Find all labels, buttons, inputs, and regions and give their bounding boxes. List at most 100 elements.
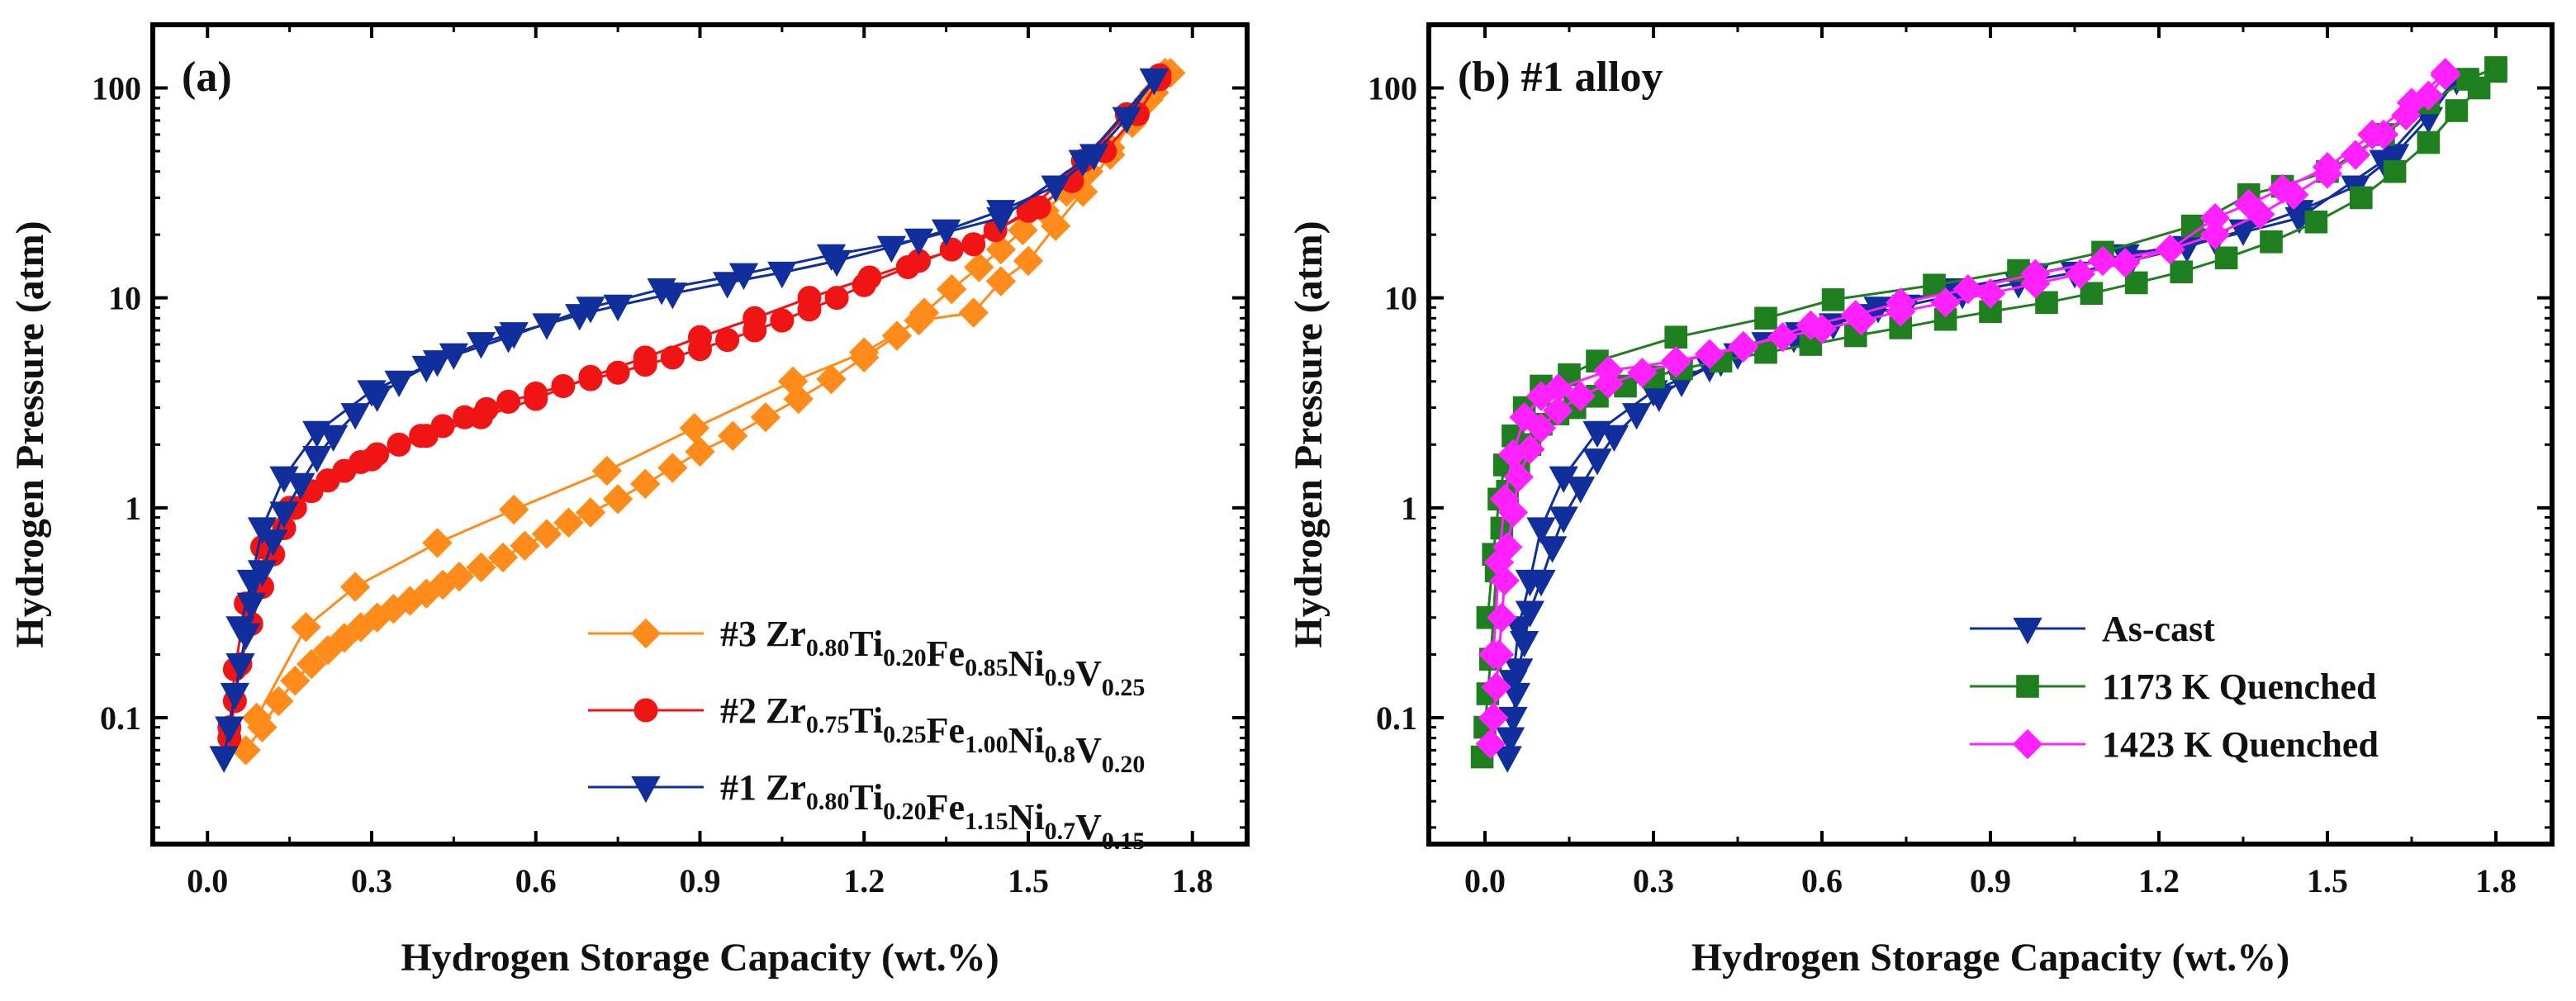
absorption-point	[767, 261, 797, 289]
x-tick-label: 1.5	[1008, 862, 1049, 899]
absorption-point	[2260, 230, 2283, 254]
desorption-point	[986, 206, 1016, 235]
desorption-point	[958, 297, 989, 328]
desorption-point	[225, 616, 255, 643]
desorption-point	[1483, 547, 1515, 578]
desorption-point	[524, 387, 548, 411]
desorption-point	[857, 265, 882, 290]
desorption-point	[493, 326, 524, 353]
legend-label: #1 Zr0.80Ti0.20Fe1.15Ni0.7V0.15	[720, 767, 1145, 855]
absorption-point	[2445, 99, 2469, 122]
absorption-point	[630, 468, 661, 500]
absorption-point	[1565, 381, 1596, 411]
absorption-point	[2214, 246, 2238, 270]
desorption-point	[816, 244, 847, 272]
absorption-point	[2170, 260, 2193, 283]
absorption-point	[2125, 271, 2148, 295]
desorption-point	[797, 286, 822, 311]
legend-marker	[2013, 617, 2042, 645]
absorption-point	[286, 472, 315, 500]
absorption-point	[1599, 425, 1630, 453]
absorption-point	[657, 453, 688, 483]
desorption-line	[1492, 72, 2446, 655]
x-tick-label: 1.2	[2138, 862, 2180, 899]
absorption-line	[228, 78, 1161, 738]
desorption-point	[1952, 273, 1984, 305]
absorption-point	[496, 389, 521, 414]
x-tick-label: 1.5	[2307, 862, 2348, 899]
y-tick-label: 0.1	[1376, 700, 1417, 737]
absorption-point	[660, 345, 685, 370]
desorption-point	[291, 612, 321, 643]
desorption-point	[1497, 439, 1529, 470]
absorption-point	[225, 653, 255, 681]
desorption-point	[904, 228, 934, 256]
desorption-point	[414, 424, 439, 448]
absorption-point	[269, 501, 299, 529]
absorption-point	[551, 373, 576, 398]
x-tick-label: 0.0	[187, 862, 228, 899]
absorption-point	[2199, 219, 2231, 250]
desorption-point	[742, 306, 767, 330]
absorption-point	[466, 552, 496, 583]
x-tick-label: 0.6	[1801, 862, 1843, 899]
desorption-point	[269, 466, 299, 493]
desorption-line	[1486, 66, 2497, 618]
y-tick-label: 10	[108, 280, 141, 317]
desorption-point	[985, 266, 1017, 297]
y-tick-label: 1	[125, 490, 141, 527]
desorption-point	[2199, 202, 2231, 234]
absorption-point	[964, 252, 994, 282]
desorption-point	[1660, 345, 1691, 377]
panel-label: (a)	[182, 54, 232, 101]
desorption-point	[777, 366, 809, 397]
desorption-point	[2456, 68, 2479, 91]
desorption-point	[688, 325, 712, 349]
plot-area	[1470, 56, 2507, 773]
absorption-point	[824, 286, 849, 311]
desorption-point	[728, 263, 759, 290]
absorption-point	[302, 445, 332, 473]
absorption-point	[1481, 671, 1511, 703]
desorption-point	[2267, 173, 2298, 205]
legend-marker	[2016, 675, 2039, 698]
desorption-point	[2020, 259, 2051, 289]
desorption-point	[2484, 56, 2507, 79]
absorption-point	[816, 363, 847, 395]
desorption-point	[236, 569, 266, 597]
desorption-point	[2396, 88, 2427, 118]
desorption-point	[339, 572, 371, 602]
desorption-point	[961, 232, 986, 257]
desorption-point	[1664, 325, 1688, 349]
x-axis-title: Hydrogen Storage Capacity (wt.%)	[401, 936, 999, 980]
absorption-point	[1565, 477, 1596, 504]
absorption-point	[2383, 159, 2407, 183]
desorption-point	[1013, 245, 1044, 277]
absorption-point	[215, 716, 244, 743]
absorption-point	[263, 686, 294, 717]
absorption-point	[2080, 282, 2104, 306]
x-tick-label: 0.9	[680, 862, 721, 899]
desorption-point	[904, 305, 934, 336]
legend-marker	[2012, 728, 2043, 760]
desorption-point	[469, 405, 493, 429]
absorption-point	[937, 273, 967, 305]
desorption-point	[1478, 639, 1509, 670]
desorption-point	[1840, 300, 1872, 330]
y-tick-label: 0.1	[100, 700, 141, 737]
desorption-point	[2155, 234, 2185, 265]
absorption-point	[2350, 186, 2373, 210]
desorption-point	[647, 278, 676, 306]
panel-b: 0.0 0.3 0.6 0.9 1.2 1.5 1.8 0.1 1 10 100 Hydrogen S…	[1287, 22, 2555, 980]
panel-a: 0.0 0.3 0.6 0.9 1.2 1.5 1.8 0.1 1 10 100 Hydrogen S…	[8, 22, 1250, 980]
x-tick-label: 1.2	[843, 862, 885, 899]
desorption-point	[302, 420, 332, 448]
absorption-point	[718, 420, 748, 452]
desorption-point	[2357, 119, 2388, 150]
desorption-point	[499, 494, 529, 525]
desorption-point	[1549, 466, 1578, 493]
desorption-point	[1526, 517, 1556, 544]
desorption-point	[849, 337, 880, 368]
desorption-point	[576, 297, 605, 324]
legend: As-cast 1173 K Quenched 1423 K Quenched	[1970, 609, 2379, 765]
